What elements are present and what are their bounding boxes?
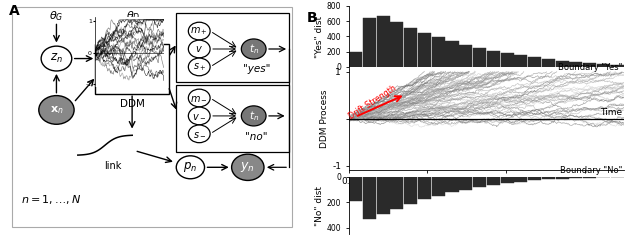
Circle shape — [188, 58, 210, 76]
Circle shape — [188, 22, 210, 40]
Bar — [487, 177, 500, 185]
Bar — [418, 177, 431, 199]
Text: $n = 1, \ldots, N$: $n = 1, \ldots, N$ — [21, 193, 81, 206]
Y-axis label: "No" dist: "No" dist — [315, 185, 324, 226]
Bar — [556, 177, 568, 179]
Circle shape — [241, 106, 266, 126]
Bar — [473, 177, 486, 187]
Circle shape — [39, 96, 74, 124]
Bar — [515, 55, 527, 67]
Bar — [445, 41, 458, 67]
Bar — [404, 28, 417, 67]
Bar — [542, 177, 555, 179]
Text: $m_+$: $m_+$ — [190, 25, 208, 37]
Circle shape — [232, 154, 264, 180]
Bar — [500, 53, 513, 67]
Circle shape — [176, 156, 205, 179]
Text: B: B — [307, 11, 318, 25]
Text: Boundary "No": Boundary "No" — [560, 166, 623, 175]
Bar — [556, 61, 568, 67]
Bar — [377, 16, 390, 67]
Bar — [460, 45, 472, 67]
Text: $z_n$: $z_n$ — [50, 52, 63, 65]
Bar — [473, 48, 486, 67]
Text: $m_-$: $m_-$ — [190, 93, 208, 103]
Bar — [432, 177, 445, 196]
Text: Boundary "Yes": Boundary "Yes" — [558, 63, 623, 72]
FancyBboxPatch shape — [95, 44, 170, 94]
Bar — [390, 177, 403, 209]
Bar — [445, 177, 458, 192]
Bar — [349, 52, 362, 67]
Circle shape — [188, 89, 210, 107]
Y-axis label: "Yes" dist: "Yes" dist — [315, 15, 324, 58]
Text: $\theta_D$: $\theta_D$ — [126, 10, 140, 23]
Text: "yes": "yes" — [243, 64, 270, 74]
Text: link: link — [104, 161, 121, 171]
Text: $\theta_G$: $\theta_G$ — [49, 10, 63, 23]
Y-axis label: DDM Process: DDM Process — [321, 90, 330, 148]
Bar — [570, 177, 582, 178]
Circle shape — [188, 125, 210, 143]
Circle shape — [41, 46, 72, 71]
FancyBboxPatch shape — [12, 7, 292, 227]
Bar — [528, 177, 541, 180]
Bar — [611, 65, 623, 67]
Bar — [363, 177, 376, 219]
Bar — [515, 177, 527, 182]
FancyBboxPatch shape — [176, 85, 289, 152]
Text: Time: Time — [600, 109, 623, 118]
Text: $s_-$: $s_-$ — [193, 129, 206, 139]
Bar — [597, 64, 610, 67]
Bar — [542, 59, 555, 67]
Bar — [404, 177, 417, 204]
Bar — [363, 18, 376, 67]
Bar — [528, 57, 541, 67]
Text: $t_n$: $t_n$ — [248, 42, 259, 56]
Circle shape — [241, 39, 266, 59]
Text: $p_n$: $p_n$ — [183, 160, 198, 174]
Text: $v_-$: $v_-$ — [192, 111, 206, 121]
Bar — [432, 37, 445, 67]
Text: $s_+$: $s_+$ — [193, 61, 206, 73]
Text: $v$: $v$ — [195, 44, 203, 54]
Text: "no": "no" — [245, 132, 268, 142]
Text: A: A — [10, 4, 20, 18]
Text: $t_n$: $t_n$ — [248, 109, 259, 123]
Bar — [583, 177, 596, 178]
FancyBboxPatch shape — [176, 13, 289, 82]
Bar — [349, 177, 362, 201]
Text: $y_n$: $y_n$ — [241, 160, 255, 174]
Text: $\mathbf{x}_n$: $\mathbf{x}_n$ — [50, 104, 63, 116]
Circle shape — [188, 40, 210, 58]
Bar — [418, 33, 431, 67]
Bar — [460, 177, 472, 190]
Text: Drift Strength: Drift Strength — [347, 83, 398, 121]
Bar — [570, 62, 582, 67]
Bar — [487, 51, 500, 67]
Circle shape — [188, 107, 210, 125]
Bar — [390, 22, 403, 67]
Text: DDM: DDM — [120, 99, 145, 109]
Bar — [583, 63, 596, 67]
Bar — [500, 177, 513, 183]
Bar — [377, 177, 390, 214]
